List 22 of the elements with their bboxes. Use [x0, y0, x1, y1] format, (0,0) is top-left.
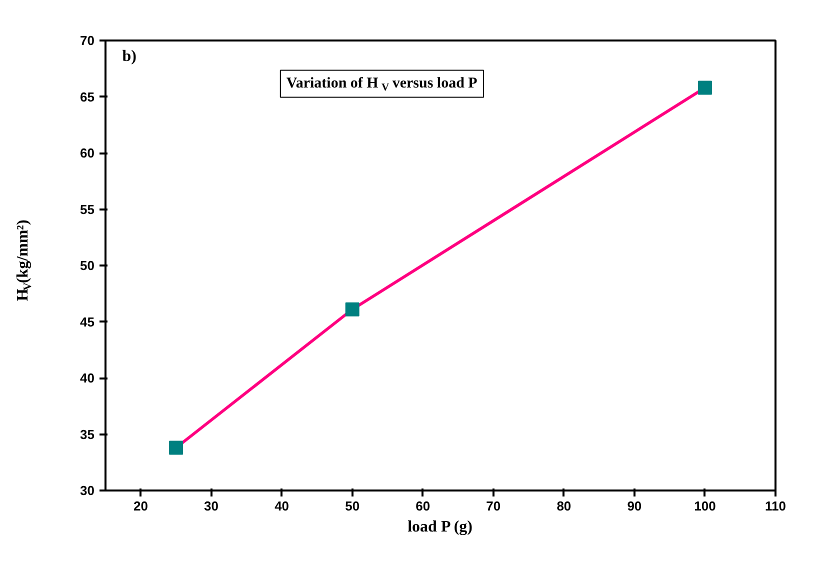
y-tick-label: 40: [80, 370, 95, 386]
x-axis-title: load P (g): [408, 518, 473, 536]
x-tick-label: 70: [486, 498, 501, 514]
x-tick-label: 50: [345, 498, 360, 514]
y-tick-label: 50: [80, 258, 95, 273]
y-tick-label: 60: [80, 146, 95, 160]
x-tick-label: 80: [556, 498, 572, 514]
x-tick-label: 60: [416, 498, 430, 514]
x-tick-label: 40: [274, 498, 290, 514]
x-tick-label: 110: [765, 498, 786, 514]
x-tick-label: 90: [627, 498, 642, 514]
y-tick-label: 70: [80, 33, 95, 48]
x-tick-label: 100: [694, 498, 716, 514]
x-tick-label: 30: [204, 498, 219, 514]
y-axis-title: HV(kg/mm²): [14, 220, 34, 302]
x-tick-label: 20: [134, 498, 148, 514]
y-tick-label: 65: [80, 89, 95, 104]
y-tick-label: 45: [80, 314, 95, 330]
y-tick-label: 35: [80, 426, 95, 442]
annotation: b): [122, 48, 136, 65]
y-tick-label: 55: [80, 202, 95, 217]
y-tick-label: 30: [80, 483, 95, 498]
